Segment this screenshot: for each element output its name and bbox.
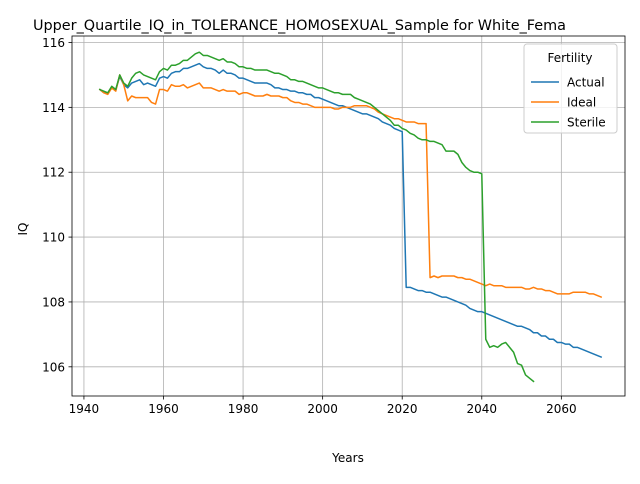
series-line-actual: [98, 62, 603, 359]
legend-label-actual: Actual: [567, 76, 605, 90]
y-axis-label: IQ: [16, 223, 30, 236]
y-tick-label: 116: [42, 36, 65, 50]
y-tick-label: 112: [42, 166, 65, 180]
y-axis-ticks: 106 108 110 112 114 116: [42, 36, 72, 374]
x-tick-label: 2000: [307, 402, 338, 416]
legend-entries: Actual Ideal Sterile: [531, 76, 606, 130]
y-tick-label: 110: [42, 231, 65, 245]
y-tick-label: 106: [42, 360, 65, 374]
series-lines: [98, 51, 603, 383]
x-tick-label: 1960: [148, 402, 179, 416]
x-tick-label: 2040: [467, 402, 498, 416]
grid: [72, 36, 625, 396]
legend-box: [523, 43, 618, 134]
legend-title: Fertility: [547, 51, 592, 65]
x-tick-label: 1940: [69, 402, 100, 416]
x-tick-label: 2060: [546, 402, 577, 416]
legend-label-ideal: Ideal: [567, 96, 596, 110]
x-axis-ticks: 1940 1960 1980 2000 2020 2040 2060: [69, 396, 577, 416]
plot-frame: [71, 35, 626, 397]
x-tick-label: 1980: [228, 402, 259, 416]
x-axis-label: Years: [331, 451, 364, 465]
chart-title: Upper_Quartile_IQ_in_TOLERANCE_HOMOSEXUA…: [33, 18, 566, 34]
series-line-ideal: [98, 74, 603, 299]
legend-label-sterile: Sterile: [567, 116, 606, 130]
legend: Fertility Actual Ideal Sterile: [523, 43, 618, 134]
y-tick-label: 108: [42, 295, 65, 309]
y-tick-label: 114: [42, 101, 65, 115]
series-line-sterile: [98, 51, 535, 383]
x-tick-label: 2020: [387, 402, 418, 416]
